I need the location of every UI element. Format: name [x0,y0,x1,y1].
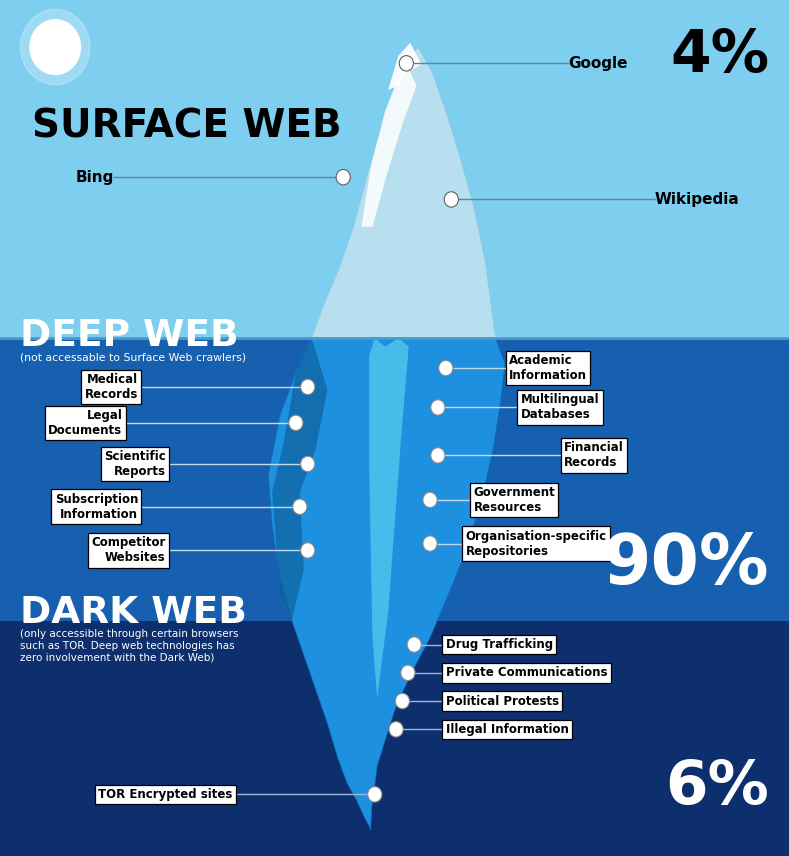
Circle shape [399,56,413,71]
Text: Academic
Information: Academic Information [509,354,587,382]
Circle shape [423,492,437,508]
Circle shape [389,722,403,737]
Text: Government
Resources: Government Resources [473,486,555,514]
Text: Political Protests: Political Protests [446,694,559,708]
Text: Medical
Records: Medical Records [84,373,138,401]
Circle shape [301,543,315,558]
Polygon shape [361,68,417,227]
Polygon shape [388,43,421,90]
Text: Bing: Bing [76,169,114,185]
Text: SURFACE WEB: SURFACE WEB [32,107,341,145]
Polygon shape [268,338,505,830]
Circle shape [301,379,315,395]
Circle shape [401,665,415,681]
Polygon shape [369,338,409,698]
Text: Scientific
Reports: Scientific Reports [104,450,166,478]
Text: Drug Trafficking: Drug Trafficking [446,638,553,651]
Circle shape [30,20,80,74]
Circle shape [289,415,303,431]
Circle shape [336,169,350,185]
Text: 90%: 90% [603,531,769,597]
Circle shape [368,787,382,802]
Text: Multilingual
Databases: Multilingual Databases [521,394,600,421]
FancyBboxPatch shape [0,338,789,621]
Text: 6%: 6% [665,758,769,817]
Circle shape [431,400,445,415]
FancyBboxPatch shape [0,0,789,338]
Circle shape [439,360,453,376]
Text: TOR Encrypted sites: TOR Encrypted sites [99,788,233,801]
Text: Competitor
Websites: Competitor Websites [92,537,166,564]
Circle shape [444,192,458,207]
Circle shape [301,456,315,472]
Text: Private Communications: Private Communications [446,666,608,680]
Text: Wikipedia: Wikipedia [655,192,739,207]
Text: 4%: 4% [670,27,769,85]
Text: Google: Google [568,56,627,71]
Text: Organisation-specific
Repositories: Organisation-specific Repositories [466,530,607,557]
Text: (only accessible through certain browsers
such as TOR. Deep web technologies has: (only accessible through certain browser… [20,629,238,663]
Circle shape [293,499,307,514]
Circle shape [431,448,445,463]
Text: Subscription
Information: Subscription Information [54,493,138,520]
Circle shape [423,536,437,551]
Circle shape [407,637,421,652]
Polygon shape [312,47,495,338]
Text: DEEP WEB: DEEP WEB [20,318,238,354]
Polygon shape [272,441,304,621]
Circle shape [21,9,90,85]
Text: (not accessable to Surface Web crawlers): (not accessable to Surface Web crawlers) [20,353,246,363]
Text: Financial
Records: Financial Records [564,442,624,469]
Circle shape [395,693,409,709]
Text: Illegal Information: Illegal Information [446,722,569,736]
Text: DARK WEB: DARK WEB [20,595,247,631]
FancyBboxPatch shape [0,621,789,856]
Polygon shape [284,338,327,492]
Text: Legal
Documents: Legal Documents [48,409,122,437]
